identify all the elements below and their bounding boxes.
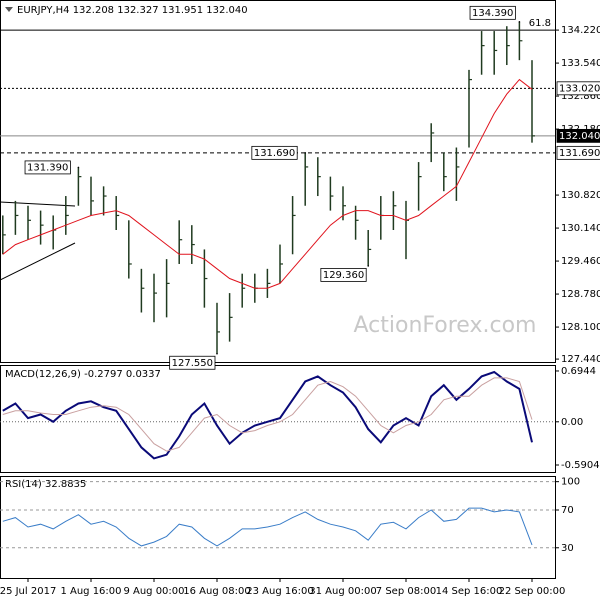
annotation: 127.550	[172, 358, 213, 369]
x-tick-label: 14 Sep 16:00	[436, 586, 503, 597]
y-tick-label: 0.00	[561, 417, 583, 428]
annotation-point	[216, 352, 218, 355]
y-tick-label: 130.140	[561, 223, 600, 234]
y-tick-label: 130.820	[561, 190, 600, 201]
level-label-box	[556, 81, 600, 96]
annotation-box	[169, 355, 216, 370]
y-tick-label: -0.5904	[561, 460, 600, 471]
level-label: 131.690	[559, 148, 600, 159]
x-tick-label: 1 Aug 16:00	[60, 586, 121, 597]
x-tick-label: 25 Jul 2017	[0, 586, 56, 597]
level-label: 133.020	[559, 83, 600, 94]
x-tick-label: 31 Aug 00:00	[309, 586, 376, 597]
x-tick-label: 7 Sep 08:00	[376, 586, 436, 597]
annotation-box	[469, 5, 516, 20]
y-tick-label: 100	[561, 477, 580, 488]
y-tick-label: 70	[561, 505, 574, 516]
y-tick-label: 134.220	[561, 25, 600, 36]
annotation: 134.390	[472, 8, 513, 19]
level-label: 61.8	[529, 18, 551, 29]
rsi-panel	[0, 476, 556, 579]
annotation-box	[251, 145, 298, 160]
x-tick-label: 22 Sep 00:00	[499, 586, 566, 597]
level-label-box	[556, 145, 600, 160]
chart-title: EURJPY,H4 132.208 132.327 131.951 132.04…	[17, 5, 248, 16]
y-tick-label: 132.860	[561, 91, 600, 102]
line-series	[2, 507, 533, 547]
annotation: 131.690	[254, 148, 295, 159]
y-tick-label: 30	[561, 543, 574, 554]
annotation: 129.360	[323, 270, 364, 281]
trend-line	[0, 201, 76, 207]
price-panel	[0, 0, 556, 363]
annotation-box	[320, 268, 367, 282]
annotation-box	[24, 160, 71, 175]
x-tick-label: 9 Aug 00:00	[123, 586, 184, 597]
line-series	[2, 370, 533, 460]
line-series	[2, 377, 533, 452]
panel-title: RSI(14) 32.8835	[5, 479, 86, 490]
menu-icon	[5, 7, 13, 12]
level-label: 132.040	[559, 131, 600, 142]
annotation-point	[304, 152, 307, 154]
line-series	[2, 78, 533, 289]
watermark: ActionForex.com	[354, 313, 537, 338]
y-tick-label: 128.100	[561, 322, 600, 333]
panel-title: MACD(12,26,9) -0.2797 0.0337	[5, 369, 161, 380]
y-tick-label: 129.460	[561, 256, 600, 267]
trend-line	[0, 242, 76, 281]
annotation-point	[518, 21, 521, 23]
y-tick-label: 127.440	[561, 354, 600, 365]
y-tick-label: 133.540	[561, 58, 600, 69]
x-tick-label: 23 Aug 16:00	[246, 586, 313, 597]
y-tick-label: 0.6944	[561, 366, 596, 377]
annotation-point	[367, 265, 370, 267]
x-tick-label: 16 Aug 08:00	[183, 586, 250, 597]
annotation-point	[77, 166, 80, 169]
macd-panel	[0, 365, 556, 473]
y-tick-label: 128.780	[561, 289, 600, 300]
level-label-box	[556, 128, 600, 143]
annotation: 131.390	[27, 162, 68, 173]
